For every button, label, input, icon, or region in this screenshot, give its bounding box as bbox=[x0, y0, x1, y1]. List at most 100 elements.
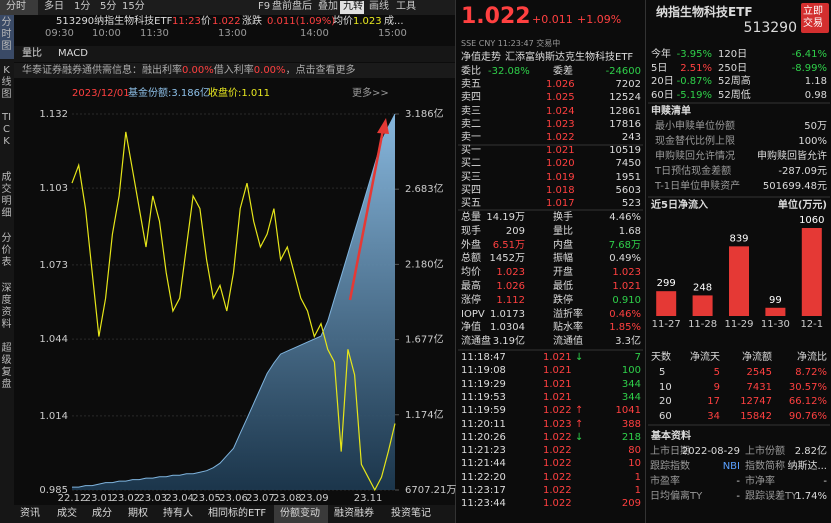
table-cell: 30.57% bbox=[788, 381, 827, 393]
tick-price: 1.022 bbox=[543, 405, 572, 417]
change-pct: +1.09% bbox=[577, 13, 622, 26]
stat-value: 1.0304 bbox=[490, 322, 525, 334]
y2-tick-label: 2.180亿 bbox=[405, 257, 444, 270]
side-tab[interactable]: 分价表 bbox=[1, 233, 12, 268]
notice-part[interactable]: 0.00% bbox=[182, 65, 214, 76]
trade-button-bg[interactable] bbox=[801, 3, 829, 33]
stat-label: 量比 bbox=[553, 225, 573, 237]
tool[interactable]: 叠加 bbox=[318, 1, 338, 12]
book-price: 1.019 bbox=[546, 171, 575, 183]
side-tab[interactable]: 超级复盘 bbox=[1, 343, 12, 390]
table-header: 天数 bbox=[651, 352, 671, 363]
y-tick-label: 1.044 bbox=[39, 334, 68, 345]
stat-label: 跌停 bbox=[553, 294, 573, 306]
perf-value: -3.95% bbox=[676, 49, 712, 60]
y-tick-label: 1.103 bbox=[39, 183, 68, 194]
bottom-tab[interactable]: 成交 bbox=[57, 508, 77, 519]
chart-shares: 基金份额:3.186亿 bbox=[128, 88, 210, 99]
basic-label: 市盈率 bbox=[650, 476, 680, 487]
nav-link[interactable]: 净值走势 bbox=[461, 52, 501, 63]
tool[interactable]: 工具 bbox=[396, 1, 416, 12]
side-tab[interactable]: 深度资料 bbox=[1, 283, 12, 330]
more-link[interactable]: 更多>> bbox=[352, 88, 389, 99]
x-tick-label: 11-29 bbox=[724, 319, 753, 330]
creation-label: T-1日单位申赎资产 bbox=[655, 181, 741, 192]
book-label: 卖一 bbox=[461, 132, 481, 144]
book-label: 买四 bbox=[461, 184, 481, 196]
tab[interactable]: 5分 bbox=[100, 1, 117, 12]
perf-label: 250日 bbox=[718, 62, 748, 74]
tab[interactable]: 多日 bbox=[44, 1, 64, 12]
bar bbox=[729, 246, 749, 316]
trade-button[interactable]: 立即交易 bbox=[803, 6, 823, 29]
x-tick-label: 23.08 bbox=[273, 493, 302, 504]
tab[interactable]: 15分 bbox=[122, 1, 145, 12]
tick-vol: 344 bbox=[621, 391, 641, 403]
tick-time: 11:21:23 bbox=[461, 445, 506, 457]
x-tick-label: 22.12 bbox=[58, 493, 87, 504]
area bbox=[72, 114, 395, 490]
perf-value: -8.99% bbox=[791, 62, 827, 74]
notice-bg bbox=[14, 63, 455, 78]
basic-value: 纳斯达... bbox=[787, 461, 827, 472]
bottom-tab[interactable]: 相同标的ETF bbox=[208, 508, 267, 519]
time-label: 10:00 bbox=[92, 28, 121, 39]
perf-label: 20日 bbox=[651, 76, 674, 87]
book-vol: 523 bbox=[621, 198, 641, 210]
x-tick-label: 23.03 bbox=[138, 493, 167, 504]
tick-time: 11:19:29 bbox=[461, 378, 506, 390]
bottom-tab[interactable]: 成分 bbox=[92, 508, 112, 519]
table-header: 净流天 bbox=[690, 352, 720, 363]
bottom-tab[interactable]: 份额变动 bbox=[280, 508, 320, 519]
tab[interactable]: 1分 bbox=[74, 1, 91, 12]
stat-value: 0.910 bbox=[612, 294, 641, 306]
basic-value: NBI bbox=[722, 461, 740, 472]
y2-tick-label: 6707.21万 bbox=[405, 485, 456, 496]
book-vol: 7202 bbox=[615, 79, 641, 90]
bar bbox=[692, 295, 713, 316]
side-active bbox=[0, 15, 14, 59]
stat-value: 1452万 bbox=[489, 253, 525, 265]
bottom-tab[interactable]: 持有人 bbox=[163, 508, 193, 519]
bottom-tab[interactable]: 资讯 bbox=[20, 508, 40, 519]
time-label: 09:30 bbox=[45, 28, 74, 39]
info-time: 11:23 bbox=[172, 16, 201, 27]
stat-value: 7.68万 bbox=[608, 239, 641, 251]
tool[interactable]: F9 bbox=[258, 1, 271, 12]
tool[interactable]: 盘前盘后 bbox=[272, 1, 312, 12]
notice-part[interactable]: 华泰证券融券通供需信息：融出利率 bbox=[22, 65, 182, 76]
side-tab[interactable]: K线图 bbox=[1, 65, 12, 100]
tick-vol: 7 bbox=[634, 352, 641, 363]
annotation-arrowhead bbox=[377, 118, 389, 134]
basic-value: - bbox=[736, 491, 740, 502]
tick-time: 11:23:17 bbox=[461, 485, 506, 496]
notice-part[interactable]: ，点击查看更多 bbox=[285, 65, 356, 76]
stat-label: 内盘 bbox=[553, 239, 573, 251]
bottom-tab[interactable]: 投资笔记 bbox=[391, 508, 431, 519]
side-bar-bg bbox=[0, 15, 14, 505]
perf-label: 120日 bbox=[718, 49, 748, 60]
tab[interactable]: 分时 bbox=[6, 1, 26, 12]
info-avg-label: 均价 bbox=[333, 16, 353, 27]
bottom-tab[interactable]: 期权 bbox=[128, 508, 148, 519]
x-tick-label: 11-30 bbox=[761, 319, 790, 330]
table-cell: 7431 bbox=[746, 381, 772, 393]
y2-tick-label: 1.174亿 bbox=[405, 408, 444, 421]
tool[interactable]: 画线 bbox=[369, 1, 389, 12]
side-tab[interactable]: 成交明细 bbox=[1, 172, 12, 219]
sub-tab[interactable]: 量比 bbox=[22, 48, 42, 59]
basic-value: 1.74% bbox=[795, 491, 827, 502]
stat-value: 6.51万 bbox=[492, 239, 525, 251]
stat-value: 1.0173 bbox=[490, 308, 525, 320]
sub-tab[interactable]: MACD bbox=[58, 48, 88, 59]
side-tab[interactable]: TICK bbox=[1, 112, 12, 147]
notice-part[interactable]: 0.00% bbox=[253, 65, 286, 76]
table-cell: 12747 bbox=[740, 396, 772, 407]
book-label: 卖五 bbox=[461, 79, 481, 90]
side-tab[interactable]: 分时图 bbox=[1, 17, 12, 52]
notice-part[interactable]: 借入利率 bbox=[213, 65, 254, 76]
chart-layer: 0.985 1.014 1.044 1.073 1.103 1.132 6707.21万 1.… bbox=[39, 107, 824, 504]
bar-label: 839 bbox=[729, 233, 748, 244]
tool[interactable]: 九转 bbox=[343, 1, 363, 12]
bottom-tab[interactable]: 融资融券 bbox=[334, 508, 374, 519]
